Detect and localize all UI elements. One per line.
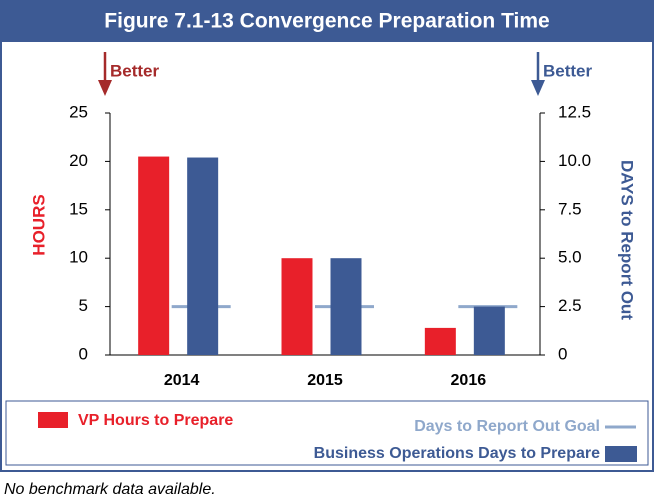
y-tick-label: 0 — [79, 344, 88, 363]
y-axis-title: HOURS — [29, 194, 48, 255]
bar — [473, 306, 505, 355]
y-tick-label: 10 — [69, 248, 88, 267]
footnote: No benchmark data available. — [4, 481, 216, 498]
chart-title: Figure 7.1-13 Convergence Preparation Ti… — [104, 10, 549, 33]
legend-swatch — [605, 446, 637, 462]
bar — [330, 258, 362, 355]
legend-swatch — [38, 412, 68, 428]
legend-label: Days to Report Out Goal — [414, 418, 600, 435]
better-arrowhead — [531, 80, 545, 96]
legend-label: Business Operations Days to Prepare — [314, 445, 600, 462]
y-tick-label: 15 — [69, 199, 88, 218]
y2-tick-label: 10.0 — [558, 151, 591, 170]
bar — [424, 327, 456, 355]
x-tick-label: 2016 — [451, 372, 487, 389]
y2-axis-title: DAYS to Report Out — [618, 160, 637, 320]
y-tick-label: 20 — [69, 151, 88, 170]
y2-tick-label: 12.5 — [558, 102, 591, 121]
y2-tick-label: 0 — [558, 344, 567, 363]
bar — [281, 258, 313, 355]
bar — [187, 157, 219, 355]
legend-box — [5, 400, 649, 466]
better-arrowhead — [98, 80, 112, 96]
x-tick-label: 2015 — [307, 372, 343, 389]
y2-tick-label: 7.5 — [558, 199, 582, 218]
bar — [138, 156, 170, 355]
header-band — [0, 0, 654, 42]
y-tick-label: 25 — [69, 102, 88, 121]
x-tick-label: 2014 — [164, 372, 200, 389]
y-tick-label: 5 — [79, 296, 88, 315]
annotation: Better — [110, 61, 160, 80]
annotation: Better — [543, 61, 593, 80]
y2-tick-label: 2.5 — [558, 296, 582, 315]
legend-label: VP Hours to Prepare — [78, 412, 233, 429]
y2-tick-label: 5.0 — [558, 248, 582, 267]
